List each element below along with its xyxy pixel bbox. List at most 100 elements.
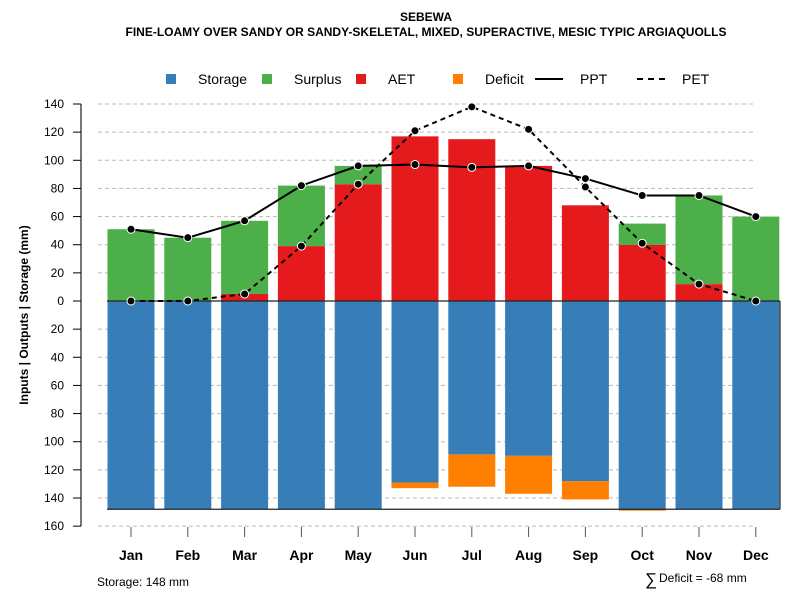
bar-deficit — [618, 509, 666, 511]
pet-point — [694, 279, 704, 289]
legend-swatch-surplus — [262, 74, 272, 84]
y-tick-label: 140 — [44, 491, 64, 505]
pet-point — [240, 289, 250, 299]
x-tick-label: Nov — [686, 547, 713, 563]
legend-swatch-aet — [356, 74, 366, 84]
bar-storage — [221, 301, 269, 510]
pet-point — [183, 296, 193, 306]
pet-point — [126, 296, 136, 306]
y-tick-label: 100 — [44, 153, 64, 167]
legend: Storage Surplus AET Deficit PPT PET — [166, 71, 710, 87]
bar-storage — [448, 301, 496, 455]
bar-storage — [561, 301, 609, 482]
x-tick-label: May — [345, 547, 372, 563]
y-tick-label: 100 — [44, 435, 64, 449]
x-tick-label: Oct — [631, 547, 655, 563]
bar-storage — [164, 301, 212, 510]
bar-deficit — [561, 481, 609, 500]
storage-annotation: Storage: 148 mm — [97, 575, 189, 589]
x-tick-label: Dec — [743, 547, 769, 563]
legend-label: Deficit — [485, 71, 524, 87]
y-tick-label: 20 — [51, 322, 65, 336]
y-tick-label: 60 — [51, 210, 65, 224]
y-tick-label: 60 — [51, 378, 65, 392]
lines — [126, 102, 761, 306]
legend-label: AET — [388, 71, 416, 87]
x-tick-label: Feb — [175, 547, 200, 563]
y-tick-label: 140 — [44, 97, 64, 111]
y-tick-label: 0 — [57, 294, 64, 308]
chart-subtitle: FINE-LOAMY OVER SANDY OR SANDY-SKELETAL,… — [126, 25, 727, 39]
bar-aet — [334, 184, 382, 301]
ppt-point — [580, 174, 590, 184]
bar-aet — [618, 244, 666, 301]
ppt-point — [467, 162, 477, 172]
deficit-sum-annotation: Deficit = -68 mm — [659, 571, 747, 585]
ppt-point — [353, 161, 363, 171]
pet-point — [751, 296, 761, 306]
ppt-point — [126, 224, 136, 234]
ppt-point — [240, 216, 250, 226]
y-tick-label: 160 — [44, 519, 64, 533]
ppt-point — [524, 161, 534, 171]
x-tick-label: Jun — [403, 547, 428, 563]
ppt-point — [296, 181, 306, 191]
pet-point — [580, 182, 590, 192]
bar-deficit — [505, 455, 553, 494]
ppt-point — [183, 233, 193, 243]
legend-swatch-deficit — [453, 74, 463, 84]
ppt-point — [637, 190, 647, 200]
pet-point — [524, 124, 534, 134]
x-tick-label: Sep — [573, 547, 599, 563]
bar-storage — [334, 301, 382, 510]
bar-surplus — [164, 237, 212, 301]
chart-title: SEBEWA — [400, 10, 452, 24]
pet-point — [637, 238, 647, 248]
bar-deficit — [391, 482, 439, 489]
pet-line — [131, 105, 757, 302]
bar-storage — [675, 301, 723, 510]
bar-aet — [561, 205, 609, 301]
bar-storage — [277, 301, 325, 510]
y-tick-label: 80 — [51, 407, 65, 421]
bars — [107, 136, 781, 511]
y-tick-label: 40 — [51, 238, 65, 252]
bar-deficit — [448, 454, 496, 487]
bar-aet — [277, 246, 325, 301]
deficit-sum-symbol: ∑ — [645, 570, 657, 589]
bar-storage — [107, 301, 155, 510]
x-tick-label: Jul — [462, 547, 482, 563]
bar-surplus — [618, 223, 666, 245]
ppt-line — [130, 163, 757, 239]
legend-swatch-storage — [166, 74, 176, 84]
ppt-point — [694, 190, 704, 200]
bar-storage — [618, 301, 666, 510]
pet-point — [296, 241, 306, 251]
legend-label: Surplus — [294, 71, 341, 87]
pet-point — [353, 179, 363, 189]
x-tick-label: Jan — [119, 547, 143, 563]
legend-label: PPT — [580, 71, 608, 87]
x-tick-label: Mar — [232, 547, 257, 563]
ppt-point — [410, 160, 420, 170]
y-tick-label: 80 — [51, 181, 65, 195]
ppt-point — [751, 212, 761, 222]
pet-point — [467, 102, 477, 112]
bar-storage — [505, 301, 553, 456]
x-axis: Jan Feb Mar Apr May Jun Jul Aug Sep Oct Nov Dec — [119, 527, 769, 563]
bar-aet — [505, 165, 553, 301]
legend-label: Storage — [198, 71, 247, 87]
pet-point — [410, 126, 420, 136]
bar-storage — [391, 301, 439, 483]
bar-surplus — [221, 220, 269, 294]
bar-surplus — [107, 229, 155, 301]
y-tick-label: 120 — [44, 125, 64, 139]
bar-aet — [675, 284, 723, 301]
bar-surplus — [675, 195, 723, 285]
y-axis: 140 120 100 80 60 40 20 0 20 40 60 80 100 120 140 160 — [44, 97, 82, 533]
y-tick-label: 40 — [51, 350, 65, 364]
x-tick-label: Aug — [515, 547, 542, 563]
y-axis-label: Inputs | Outputs | Storage (mm) — [17, 225, 31, 404]
legend-label: PET — [682, 71, 710, 87]
